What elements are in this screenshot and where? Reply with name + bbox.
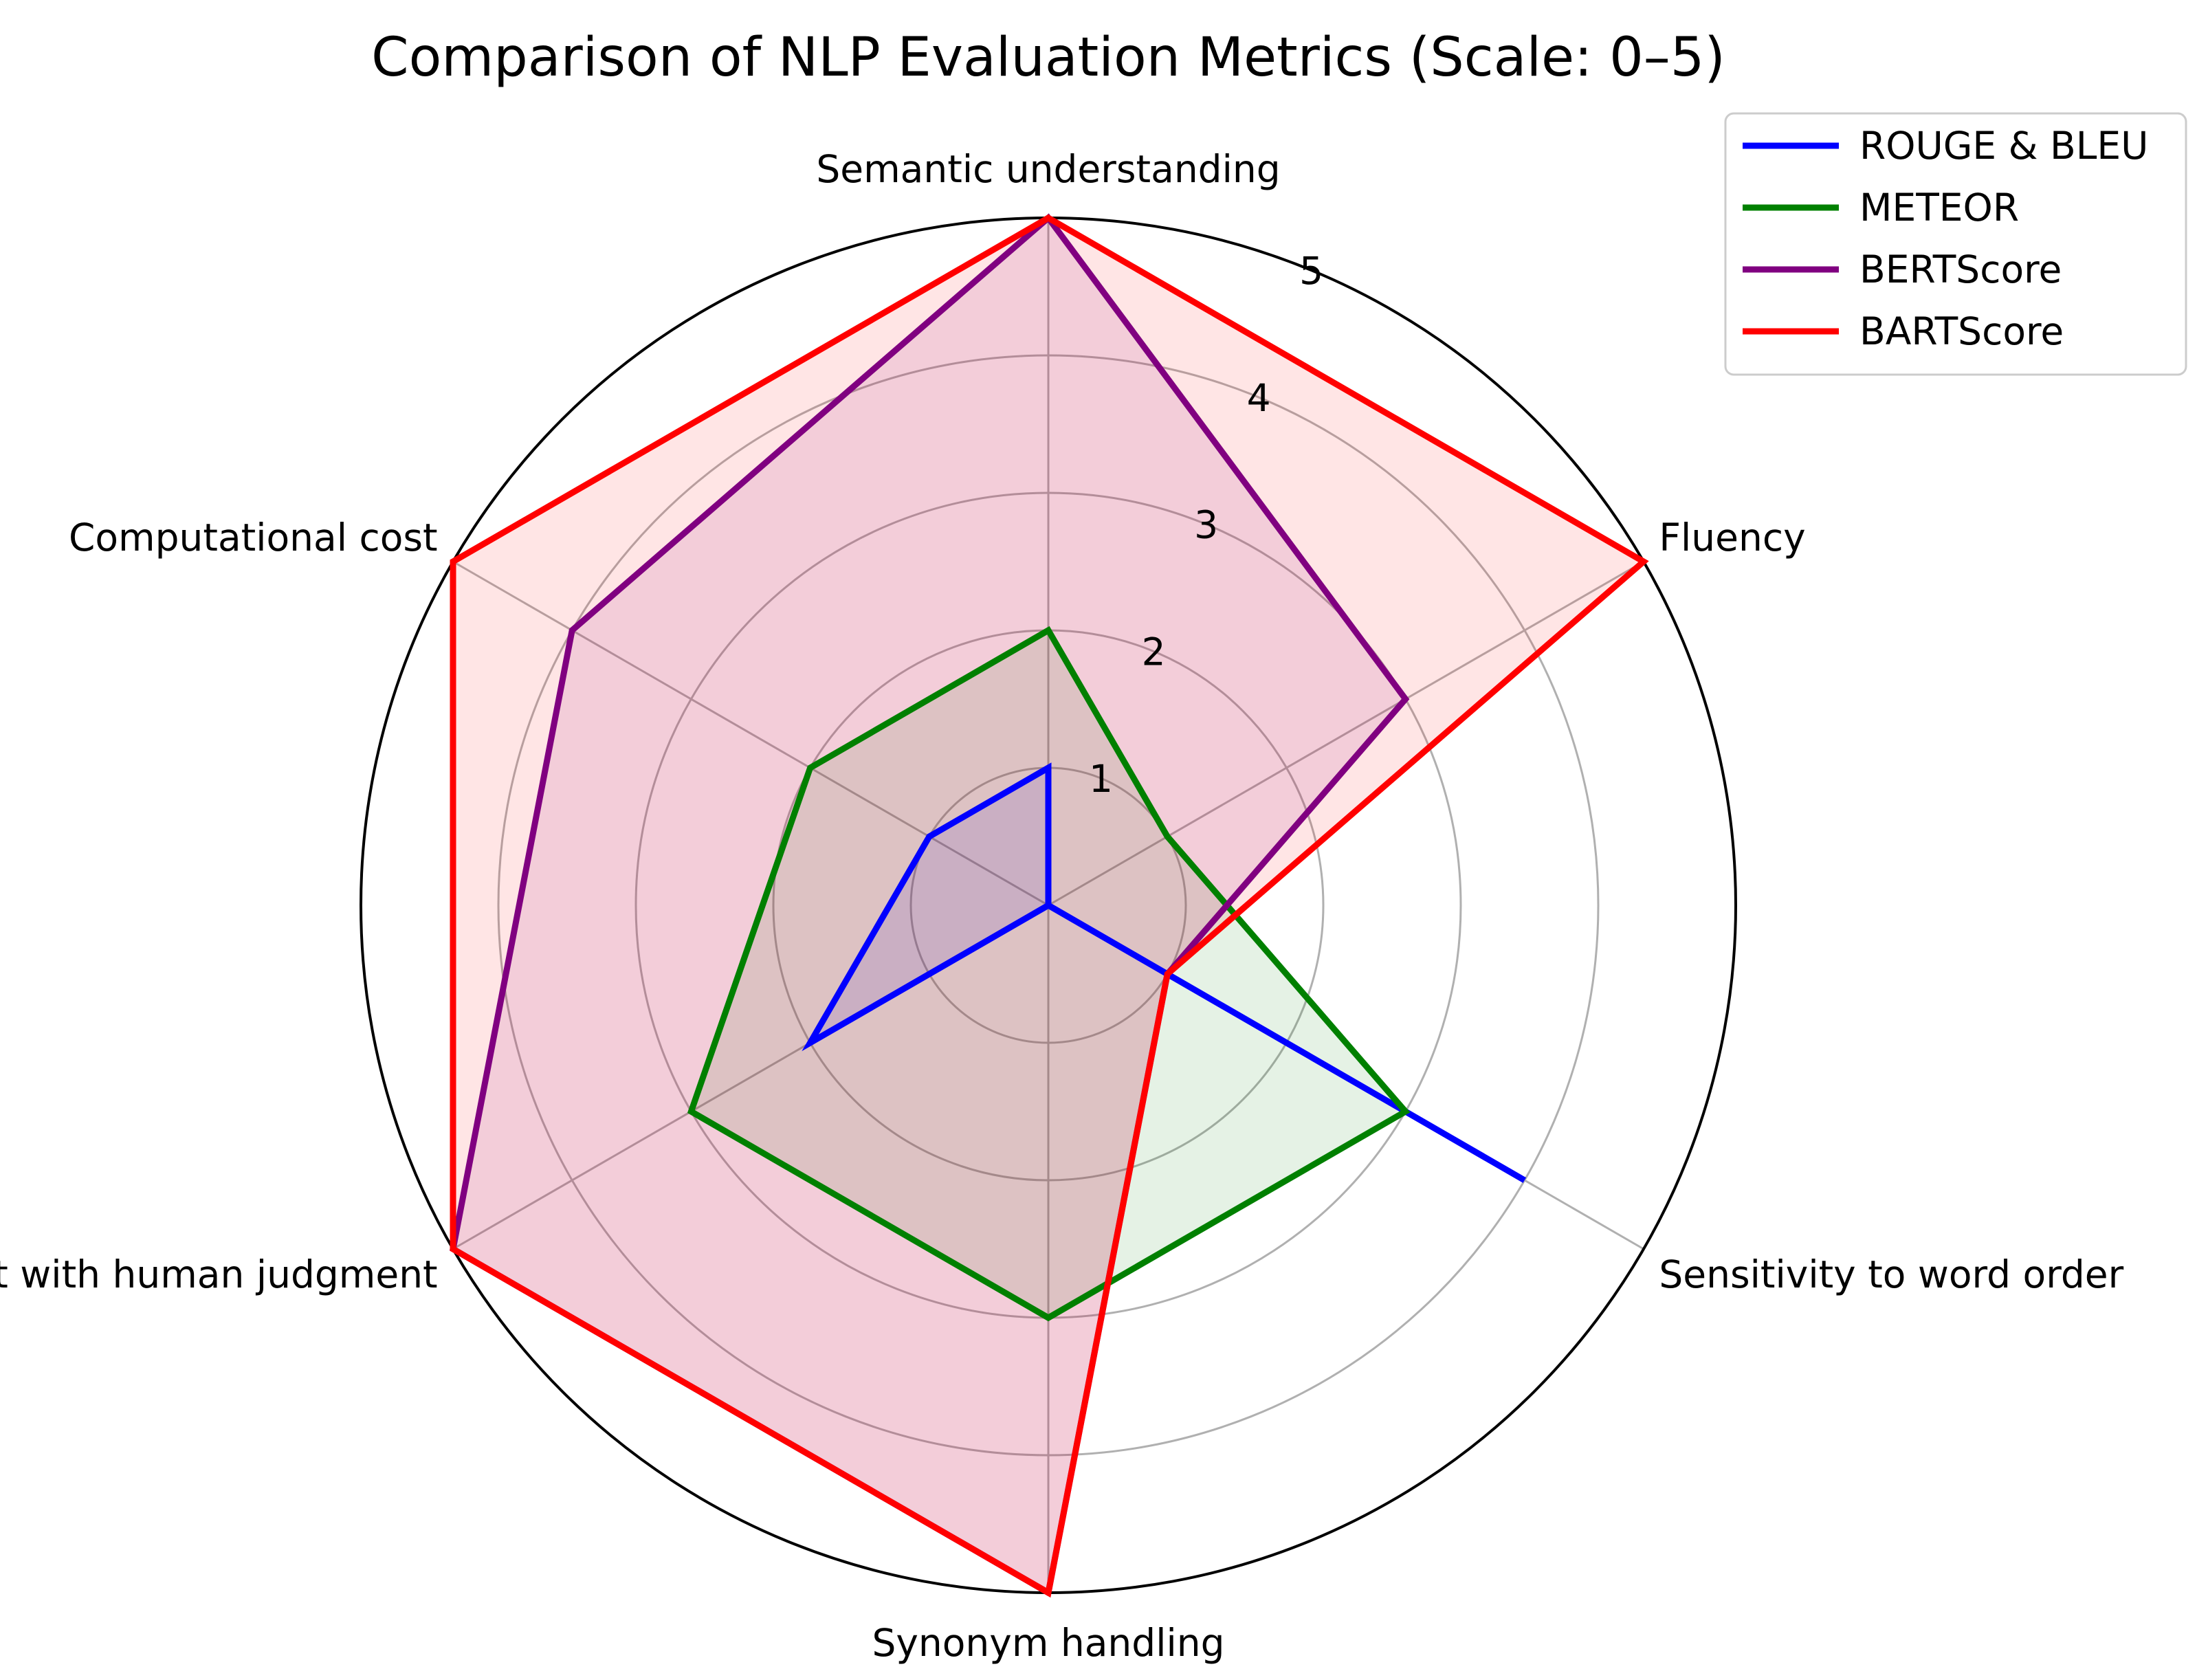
- axis-label-sensitivity-to-word-order: Sensitivity to word order: [1659, 1252, 2123, 1296]
- series-fill-meteor: [691, 630, 1406, 1318]
- series-line-rouge-bleu: [802, 762, 1527, 1183]
- radial-tick-label: 4: [1247, 376, 1271, 420]
- series-line-bartscore: [450, 214, 1649, 1598]
- spoke-computational-cost: [452, 560, 1049, 907]
- chart-title: Comparison of NLP Evaluation Metrics (Sc…: [371, 27, 1725, 89]
- radar-series: [449, 213, 1649, 1598]
- legend: ROUGE & BLEU METEOR BERTScore BARTScore: [1724, 112, 2187, 376]
- axis-label-computational-cost: Computational cost: [69, 516, 438, 560]
- legend-label-meteor: METEOR: [1859, 186, 2019, 230]
- legend-label-bartscore: BARTScore: [1859, 309, 2064, 353]
- axis-label-alignment-with-human-judgment: Alignment with human judgment: [0, 1252, 438, 1296]
- axis-label-fluency: Fluency: [1659, 516, 1805, 560]
- axis-label-semantic-understanding: Semantic understanding: [816, 147, 1280, 191]
- axis-labels: Semantic understanding Fluency Sensitivity…: [0, 147, 2124, 1665]
- spoke-fluency: [1048, 560, 1644, 907]
- legend-label-bertscore: BERTScore: [1859, 247, 2062, 291]
- radial-tick-label: 5: [1299, 249, 1323, 293]
- legend-label-rouge-bleu: ROUGE & BLEU: [1859, 124, 2148, 168]
- radial-ticks: 1 2 3 4 5: [1089, 249, 1323, 801]
- series-fill-rouge-bleu: [810, 768, 1525, 1180]
- series-line-meteor: [687, 626, 1411, 1322]
- radial-tick-label: 2: [1142, 630, 1166, 674]
- legend-box: [1724, 112, 2187, 376]
- series-fill-bertscore: [453, 218, 1406, 1593]
- axis-label-synonym-handling: Synonym handling: [872, 1621, 1224, 1665]
- radial-tick-label: 3: [1194, 503, 1218, 547]
- radial-tick-label: 1: [1089, 757, 1113, 801]
